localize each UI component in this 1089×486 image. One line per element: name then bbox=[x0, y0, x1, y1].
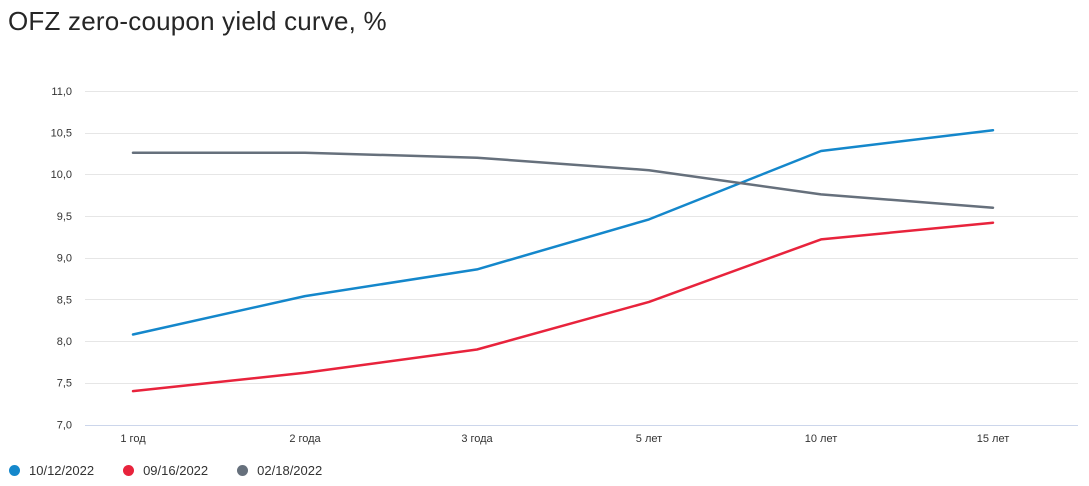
legend-marker-icon bbox=[237, 465, 249, 476]
y-tick-label: 9,0 bbox=[57, 253, 72, 265]
series-line-0[interactable] bbox=[131, 128, 995, 336]
x-tick-label: 15 лет bbox=[977, 433, 1010, 445]
y-tick-label: 9,5 bbox=[57, 211, 72, 223]
x-tick-label: 10 лет bbox=[805, 433, 838, 445]
y-tick-label: 8,0 bbox=[57, 336, 72, 348]
legend-label: 02/18/2022 bbox=[257, 463, 323, 478]
legend-label: 09/16/2022 bbox=[143, 463, 209, 478]
y-tick-label: 8,5 bbox=[57, 294, 72, 306]
y-tick-label: 10,5 bbox=[51, 128, 72, 140]
x-tick-label: 2 года bbox=[289, 433, 321, 445]
x-tick-label: 3 года bbox=[461, 433, 493, 445]
legend-item-1[interactable]: 09/16/2022 bbox=[123, 463, 208, 478]
legend: 10/12/2022 09/16/2022 02/18/2022 bbox=[9, 463, 322, 478]
legend-marker-icon bbox=[123, 465, 135, 476]
chart-title: OFZ zero-coupon yield curve, % bbox=[8, 6, 387, 36]
legend-label: 10/12/2022 bbox=[29, 463, 95, 478]
series-line-2[interactable] bbox=[131, 151, 995, 209]
x-tick-label: 5 лет bbox=[636, 433, 662, 445]
y-tick-label: 10,0 bbox=[51, 169, 72, 181]
y-tick-label: 7,0 bbox=[57, 419, 72, 431]
y-tick-label: 11,0 bbox=[51, 86, 72, 98]
y-tick-label: 7,5 bbox=[57, 378, 72, 390]
legend-marker-icon bbox=[9, 465, 20, 476]
legend-item-2[interactable]: 02/18/2022 bbox=[237, 463, 322, 478]
legend-item-0[interactable]: 10/12/2022 bbox=[9, 463, 94, 478]
x-tick-label: 1 год bbox=[120, 433, 146, 445]
series-line-1[interactable] bbox=[131, 221, 995, 393]
